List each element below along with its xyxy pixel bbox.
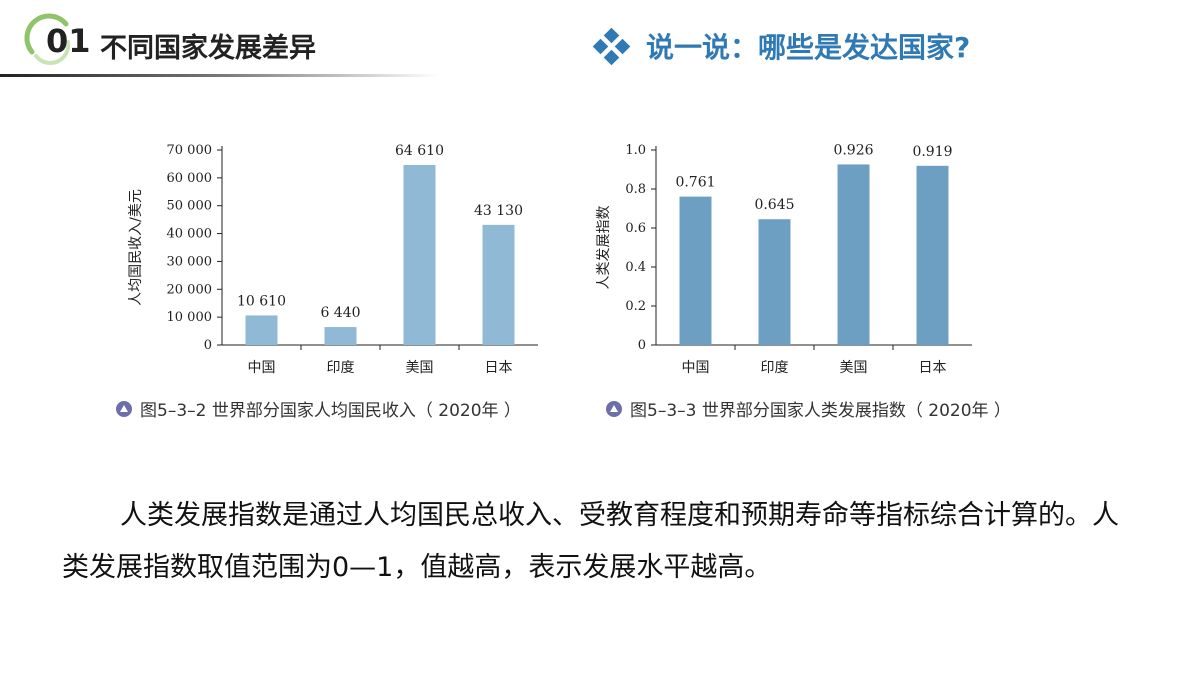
bar-value-label: 0.919: [912, 144, 952, 160]
y-axis-label: 人均国民收入/美元: [128, 189, 144, 306]
y-tick-label: 0: [638, 338, 646, 353]
section-title: 不同国家发展差异: [100, 33, 316, 64]
x-category-label: 日本: [485, 360, 513, 376]
header-divider: [0, 74, 440, 77]
y-tick-label: 60 000: [167, 171, 213, 186]
bar-1: [758, 219, 791, 345]
x-category-label: 美国: [406, 360, 434, 376]
bar-value-label: 0.926: [833, 142, 873, 158]
bar-3: [482, 224, 515, 345]
income-bar-chart: 0 10 000 20 000 30 000 40 000 50 000 60 000 70 …: [128, 143, 538, 376]
triangle-circle-icon: [116, 400, 132, 417]
section-number: 01: [46, 22, 91, 60]
bar-0: [245, 315, 278, 345]
y-tick-label: 0.4: [625, 260, 646, 275]
bar-value-label: 6 440: [320, 305, 360, 321]
hdi-bar-chart: 0 0.2 0.4 0.6 0.8 1.0 人类发展指数 0.761 中国 0.645 印度 0.92…: [596, 142, 972, 376]
triangle-circle-icon: [606, 400, 622, 417]
bar-value-label: 10 610: [237, 293, 286, 309]
y-tick-label: 1.0: [625, 143, 646, 158]
x-category-label: 印度: [327, 360, 355, 376]
bar-value-label: 43 130: [474, 203, 523, 219]
y-tick-label: 30 000: [167, 254, 213, 269]
bar-2: [837, 164, 870, 345]
y-tick-label: 40 000: [167, 227, 213, 242]
bar-3: [916, 165, 949, 345]
bar-value-label: 0.645: [754, 197, 794, 213]
figure-caption-hdi: 图5–3–3 世界部分国家人类发展指数（ 2020年 ）: [606, 396, 1011, 421]
y-tick-label: 0.6: [625, 221, 646, 236]
x-category-label: 中国: [248, 360, 276, 376]
caption-text: 图5–3–2 世界部分国家人均国民收入（ 2020年 ）: [140, 401, 521, 421]
figure-caption-income: 图5–3–2 世界部分国家人均国民收入（ 2020年 ）: [116, 396, 521, 421]
bar-0: [679, 196, 712, 345]
y-axis-label: 人类发展指数: [596, 206, 612, 290]
prompt-title: 说一说：哪些是发达国家?: [646, 31, 971, 64]
y-tick-label: 10 000: [167, 310, 213, 325]
y-tick-label: 0.2: [625, 299, 646, 314]
x-category-label: 中国: [682, 360, 710, 376]
bar-value-label: 0.761: [675, 175, 715, 191]
y-tick-label: 0: [204, 338, 212, 353]
x-category-label: 美国: [840, 360, 868, 376]
bar-1: [324, 327, 357, 345]
caption-text: 图5–3–3 世界部分国家人类发展指数（ 2020年 ）: [630, 401, 1011, 421]
x-category-label: 印度: [761, 360, 789, 376]
y-tick-label: 70 000: [167, 143, 213, 158]
swirl-logo-icon: [24, 13, 71, 65]
y-tick-label: 0.8: [625, 182, 646, 197]
y-tick-label: 50 000: [167, 199, 213, 214]
bar-2: [403, 165, 436, 345]
body-paragraph: 人类发展指数是通过人均国民总收入、受教育程度和预期寿命等指标综合计算的。人类发展…: [62, 500, 1119, 583]
x-category-label: 日本: [919, 360, 947, 376]
diamond-bullet-icon: [592, 28, 631, 66]
bar-value-label: 64 610: [395, 143, 444, 159]
y-tick-label: 20 000: [167, 282, 213, 297]
